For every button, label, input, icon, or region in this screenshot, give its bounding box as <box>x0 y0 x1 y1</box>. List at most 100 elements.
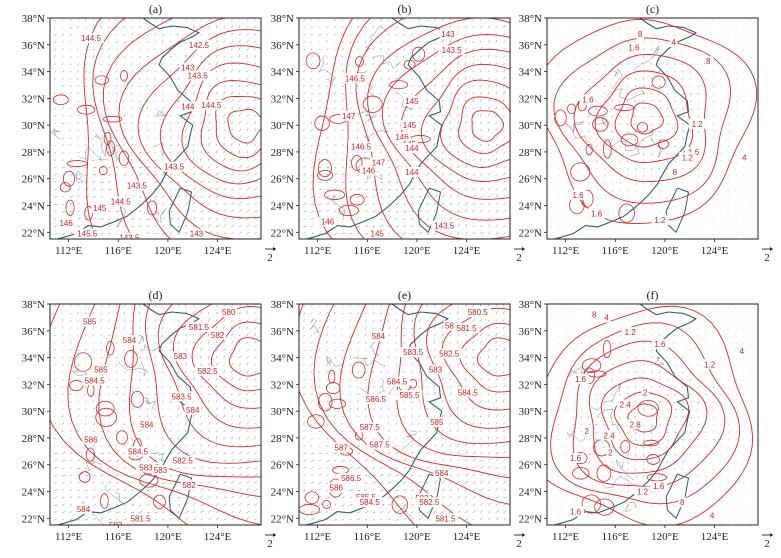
wind-arrow <box>433 69 436 73</box>
wind-arrow <box>418 510 423 514</box>
wind-arrow <box>77 181 81 183</box>
wind-arrow <box>472 40 474 43</box>
wind-arrow <box>503 209 507 213</box>
wind-arrow <box>215 473 219 477</box>
wind-arrow <box>77 136 79 139</box>
wind-arrow <box>410 305 414 307</box>
wind-arrow <box>77 445 79 447</box>
wind-arrow <box>426 451 430 455</box>
wind-arrow <box>619 145 621 148</box>
wind-arrow <box>357 349 359 352</box>
wind-arrow <box>426 210 429 213</box>
wind-arrow <box>697 93 700 95</box>
wind-arrow <box>464 495 468 499</box>
province-boundary <box>74 171 85 184</box>
contour-blob <box>614 104 635 112</box>
wind-arrow <box>54 77 57 80</box>
wind-arrow <box>318 305 320 307</box>
wind-arrow <box>254 217 258 220</box>
wind-arrow <box>495 55 497 58</box>
wind-arrow <box>303 371 305 374</box>
wind-arrow <box>318 114 321 117</box>
wind-arrow <box>154 48 156 51</box>
wind-arrow <box>61 174 65 176</box>
contour-label: .8 <box>704 57 711 66</box>
wind-arrow <box>215 377 218 381</box>
wind-arrow <box>92 173 97 176</box>
wind-arrow <box>395 210 399 213</box>
wind-arrow <box>246 348 249 352</box>
wind-arrow <box>333 334 336 337</box>
contour-line <box>553 37 731 204</box>
wind-arrow <box>69 363 72 366</box>
contour-label: 144 <box>181 102 195 111</box>
wind-arrow <box>403 232 406 235</box>
contour-line <box>426 304 510 429</box>
wind-arrow <box>480 480 483 484</box>
wind-arrow <box>372 519 375 521</box>
contour-label-bg <box>688 118 706 129</box>
contour-label-bg <box>362 394 389 405</box>
wind-arrow <box>61 392 64 396</box>
wind-arrow <box>254 32 256 36</box>
wind-arrow <box>372 225 375 228</box>
wind-arrow <box>503 55 506 58</box>
wind-arrow <box>712 71 714 73</box>
wind-arrow <box>326 497 330 499</box>
wind-arrow <box>154 327 156 329</box>
wind-arrow <box>231 209 234 213</box>
contour-label: 143.5 <box>434 222 455 231</box>
plot-frame <box>49 303 262 526</box>
wind-arrow <box>200 355 202 359</box>
wind-arrow <box>364 158 366 161</box>
wind-arrow <box>689 145 691 147</box>
wind-arrow <box>395 430 397 433</box>
wind-arrow <box>395 55 398 58</box>
wind-arrow <box>441 62 444 66</box>
wind-arrow <box>231 377 234 381</box>
wind-arrow <box>54 71 57 73</box>
wind-arrow <box>434 232 438 235</box>
contour-label: 143 <box>190 230 204 239</box>
wind-arrow <box>487 414 490 418</box>
wind-arrow <box>627 393 629 396</box>
contour-blob <box>305 52 321 70</box>
wind-arrow <box>318 473 322 477</box>
wind-arrow <box>161 217 165 220</box>
wind-arrow <box>372 481 376 484</box>
wind-arrow <box>674 49 676 51</box>
wind-arrow <box>495 224 499 228</box>
wind-arrow <box>449 495 452 499</box>
wind-arrow <box>154 144 156 147</box>
wind-arrow <box>177 130 179 132</box>
wind-arrow <box>573 145 575 147</box>
wind-arrow <box>54 85 56 88</box>
wind-arrow <box>215 510 219 514</box>
wind-arrow <box>84 400 87 403</box>
wind-arrow <box>472 503 476 506</box>
wind-arrow <box>223 150 225 154</box>
wind-arrow <box>372 378 374 381</box>
wind-arrow <box>595 439 598 441</box>
wind-arrow <box>100 136 103 139</box>
wind-arrow <box>215 32 218 36</box>
wind-arrow <box>449 92 452 95</box>
wind-arrow <box>184 421 188 425</box>
wind-arrow <box>403 114 405 117</box>
wind-arrow <box>434 459 437 462</box>
wind-arrow <box>254 143 257 147</box>
wind-arrow <box>54 122 56 125</box>
wind-arrow <box>54 19 57 21</box>
wind-arrow <box>674 182 676 185</box>
contour-line <box>157 304 261 448</box>
contour-label: 583.5 <box>172 392 193 401</box>
wind-arrow <box>100 327 102 329</box>
wind-arrow <box>611 393 614 396</box>
wind-arrow <box>333 151 336 154</box>
wind-arrow <box>418 400 421 403</box>
wind-arrow <box>472 25 475 29</box>
wind-arrow <box>611 78 614 80</box>
contour-label: 143.5 <box>442 46 463 55</box>
